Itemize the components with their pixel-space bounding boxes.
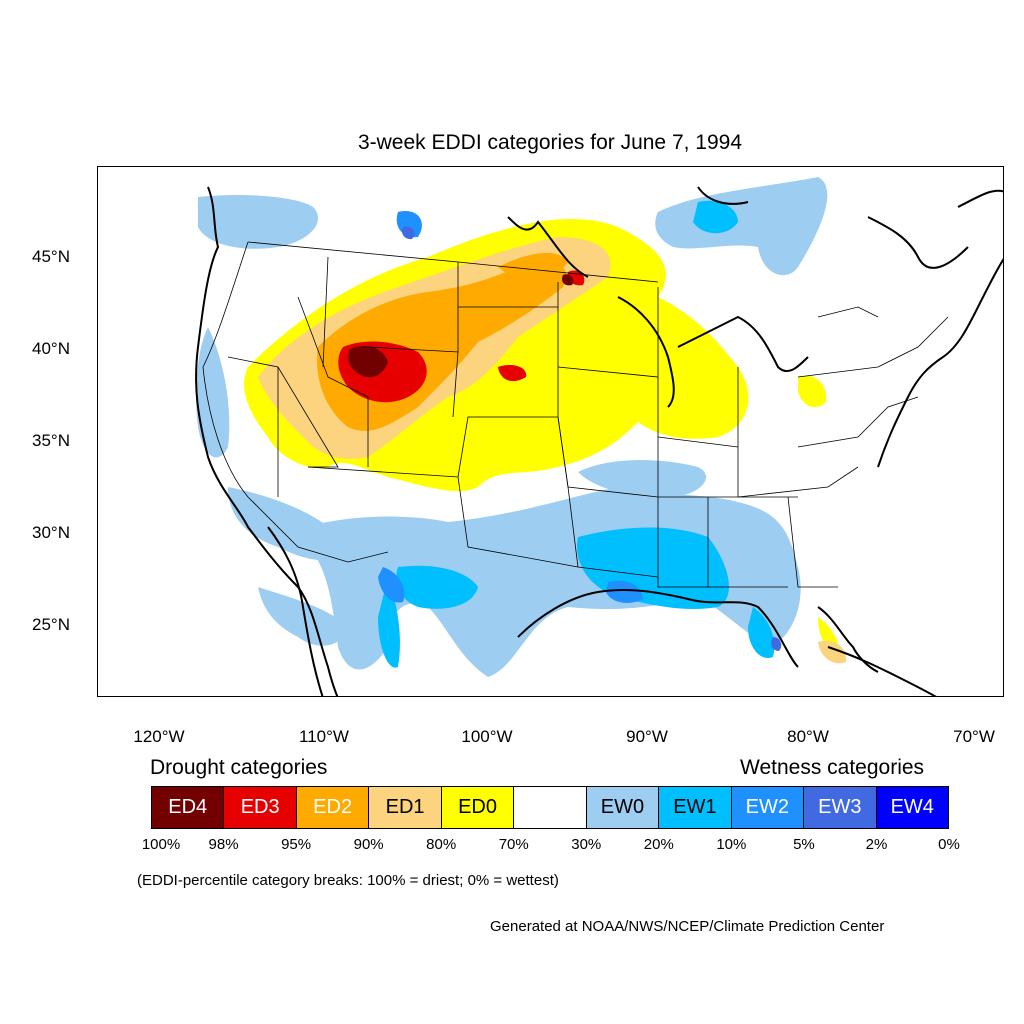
- legend-box-ed2: ED2: [296, 787, 370, 828]
- legend-box-ew4: EW4: [876, 787, 948, 828]
- legend-box-ed4: ED4: [152, 787, 225, 828]
- percentile-break-label: 80%: [426, 836, 457, 853]
- legend-bar: ED4 ED3 ED2 ED1 ED0 EW0 EW1 EW2 EW3 EW4: [151, 786, 949, 829]
- eddi-map: [195, 177, 1003, 696]
- lat-label-30: 30°N: [32, 523, 70, 542]
- coastlines: [195, 186, 1003, 696]
- percentile-break-label: 0%: [938, 836, 960, 853]
- legend-box-neutral: [514, 787, 587, 828]
- lon-label-90: 90°W: [626, 727, 668, 746]
- percentile-break-label: 70%: [498, 836, 529, 853]
- percentile-break-label: 20%: [643, 836, 674, 853]
- percentile-break-label: 95%: [281, 836, 312, 853]
- legend-box-ew1: EW1: [659, 787, 732, 828]
- lon-label-100: 100°W: [461, 727, 513, 746]
- wetness-categories-title: Wetness categories: [740, 756, 925, 779]
- map-title: 3-week EDDI categories for June 7, 1994: [357, 131, 743, 154]
- credit-line: Generated at NOAA/NWS/NCEP/Climate Predi…: [490, 918, 885, 935]
- percentile-break-label: 90%: [353, 836, 384, 853]
- lat-label-35: 35°N: [32, 431, 70, 450]
- drought-ed4-regions: [348, 274, 574, 378]
- drought-categories-title: Drought categories: [150, 756, 328, 779]
- percentile-break-label: 10%: [716, 836, 747, 853]
- legend-box-ew3: EW3: [804, 787, 877, 828]
- wetness-ew3-regions: [402, 226, 782, 651]
- percentile-break-label: 98%: [208, 836, 239, 853]
- percentile-break-label: 2%: [865, 836, 888, 853]
- legend-box-ed0: ED0: [441, 787, 515, 828]
- legend-box-ew2: EW2: [731, 787, 805, 828]
- lat-label-40: 40°N: [32, 339, 70, 358]
- map-frame: [97, 166, 1004, 697]
- lat-label-45: 45°N: [32, 247, 70, 266]
- legend-box-ed3: ED3: [224, 787, 297, 828]
- percentile-break-label: 100%: [141, 836, 181, 853]
- legend-box-ew0: EW0: [586, 787, 660, 828]
- state-boundaries: [202, 241, 949, 588]
- percentile-break-label: 30%: [571, 836, 602, 853]
- lon-label-120: 120°W: [133, 727, 185, 746]
- percentile-break-label: 5%: [793, 836, 815, 853]
- category-note: (EDDI-percentile category breaks: 100% =…: [137, 872, 559, 889]
- legend-box-ed1: ED1: [369, 787, 442, 828]
- lat-label-25: 25°N: [32, 615, 70, 634]
- lon-label-110: 110°W: [299, 727, 349, 746]
- lon-label-70: 70°W: [953, 727, 995, 746]
- lon-label-80: 80°W: [787, 727, 829, 746]
